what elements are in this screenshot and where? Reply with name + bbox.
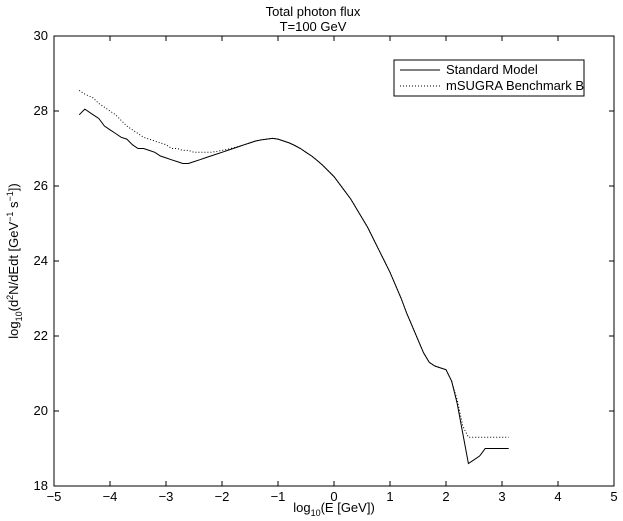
y-axis-label-prefix: log (6, 321, 21, 338)
y-axis-label: log10(d2N/dEdt [GeV−1 s−1]) (5, 183, 24, 339)
x-tick-label: −2 (215, 489, 230, 504)
x-axis-ticks: −5 −4 −3 −2 −1 0 1 2 3 4 5 (47, 36, 618, 504)
x-tick-label: −4 (103, 489, 118, 504)
x-axis-label-sub: 10 (311, 508, 321, 518)
y-tick-label: 30 (34, 28, 48, 43)
y-axis-label-sup3: −1 (5, 191, 15, 201)
chart-title-line-1: Total photon flux (266, 4, 361, 19)
y-axis-label-rest3: s (6, 201, 21, 212)
x-axis-label-prefix: log (293, 500, 310, 515)
series-line-msugra (78, 89, 509, 438)
y-axis-label-sup1: 2 (5, 295, 15, 300)
y-axis-label-rest4: ]) (6, 183, 21, 191)
x-tick-label: 2 (442, 489, 449, 504)
chart-title-line-2: T=100 GeV (280, 19, 347, 34)
legend-box (393, 59, 585, 97)
y-axis-ticks: 18 20 22 24 26 28 30 (34, 28, 614, 493)
x-tick-label: −1 (271, 489, 286, 504)
x-tick-label: 5 (610, 489, 617, 504)
x-axis-label-rest: (E [GeV]) (321, 500, 375, 515)
y-tick-label: 20 (34, 403, 48, 418)
y-tick-label: 26 (34, 178, 48, 193)
y-tick-label: 18 (34, 478, 48, 493)
x-tick-label: 0 (330, 489, 337, 504)
series-line-standard-model (78, 108, 509, 465)
legend: Standard Model mSUGRA Benchmark B (393, 59, 585, 97)
x-tick-label: 1 (386, 489, 393, 504)
x-tick-label: 3 (498, 489, 505, 504)
y-axis-label-sub: 10 (14, 311, 24, 321)
y-axis-label-rest2: N/dEdt [GeV (6, 222, 21, 295)
x-axis-label: log10(E [GeV]) (293, 500, 375, 518)
y-tick-label: 28 (34, 103, 48, 118)
legend-label-standard-model: Standard Model (446, 62, 538, 77)
y-axis-label-sup2: −1 (5, 212, 15, 222)
y-tick-label: 24 (34, 253, 48, 268)
y-axis-label-rest1: (d (6, 300, 21, 312)
legend-label-msugra: mSUGRA Benchmark B (446, 78, 584, 93)
x-tick-label: −5 (47, 489, 62, 504)
series-layer (78, 89, 509, 465)
y-tick-label: 22 (34, 328, 48, 343)
x-tick-label: 4 (554, 489, 561, 504)
x-tick-label: −3 (159, 489, 174, 504)
